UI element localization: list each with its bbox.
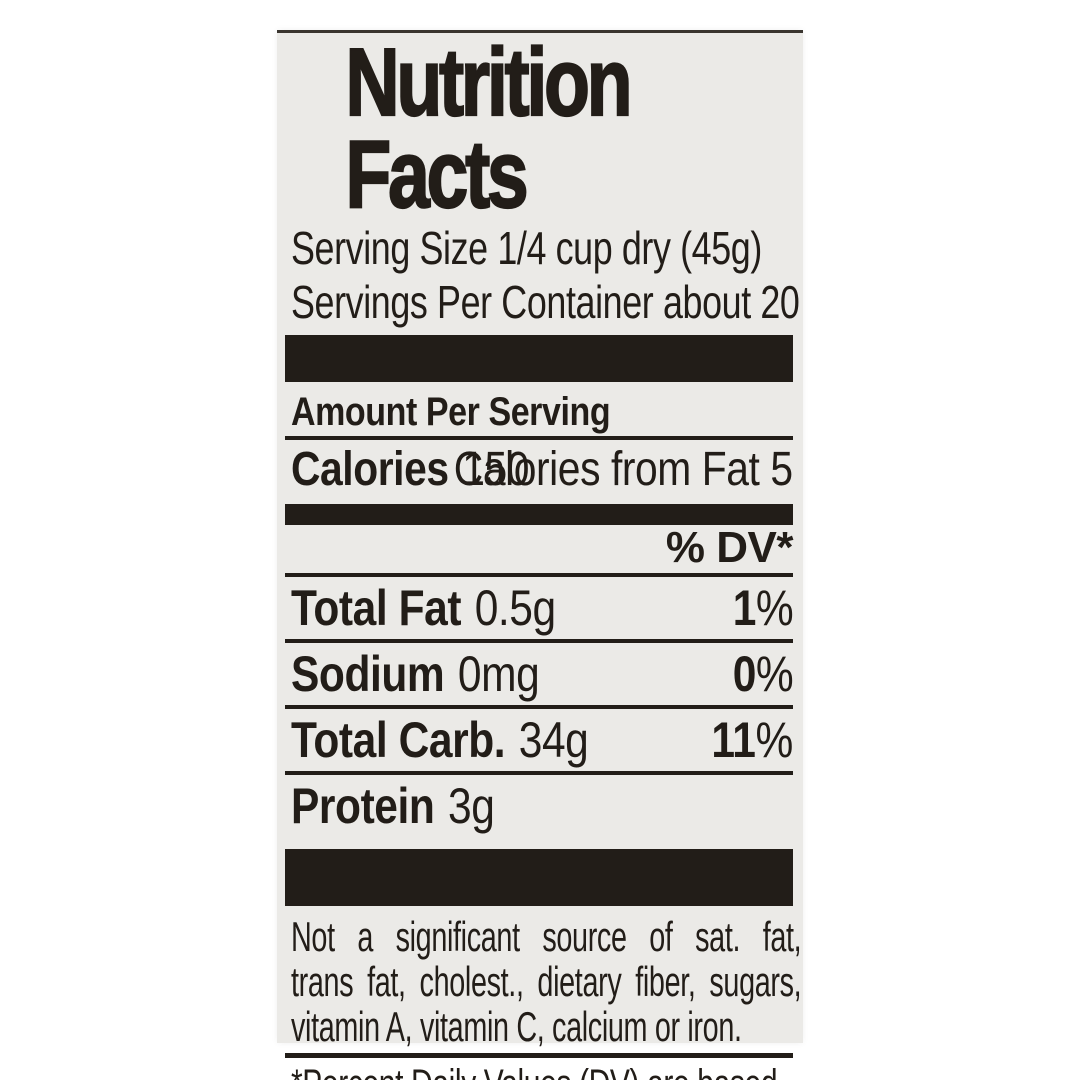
footnote-line: *Percent Daily Values (DV) are based <box>291 1062 778 1080</box>
label-title: Nutrition Facts <box>345 29 634 228</box>
nutrient-name: Protein <box>291 778 435 834</box>
nutrient-row-protein: Protein 3g <box>291 777 793 835</box>
calories-row: Calories 150 Calories from Fat 5 <box>291 442 793 498</box>
disclaimer-line: Not a significant source of sat. fat, <box>291 913 802 960</box>
calories-amount: Calories 150 <box>291 442 529 498</box>
nutrient-dv: 11% <box>711 712 794 768</box>
servings-per-container-line: Servings Per Container about 20 <box>291 275 803 329</box>
daily-value-header: % DV* <box>665 523 794 572</box>
nutrient-amount: 3g <box>448 778 495 834</box>
divider <box>285 771 793 775</box>
serving-size-line: Serving Size 1/4 cup dry (45g) <box>291 221 803 275</box>
daily-values-footnote: *Percent Daily Values (DV) are based on … <box>291 1062 803 1080</box>
nutrient-row-sodium: Sodium 0mg 0% <box>291 645 793 703</box>
nutrition-facts-label: Nutrition Facts Serving Size 1/4 cup dry… <box>277 29 803 1080</box>
disclaimer-line: trans fat, cholest., dietary fiber, suga… <box>291 958 802 1005</box>
calories-from-fat: Calories from Fat 5 <box>454 443 793 496</box>
servings-per-container-text: Servings Per Container about 20 <box>291 276 800 328</box>
divider <box>285 705 793 709</box>
divider <box>285 639 793 643</box>
divider <box>285 573 793 577</box>
separator-bar-thick-bottom <box>285 849 793 906</box>
nutrient-name: Sodium <box>291 646 445 702</box>
nutrient-name-amount: Total Fat 0.5g <box>291 579 556 637</box>
nutrient-name-amount: Sodium 0mg <box>291 645 540 703</box>
nutrient-dv: 0% <box>732 646 793 702</box>
not-significant-disclaimer: Not a significant source of sat. fat, tr… <box>291 913 802 1050</box>
amount-per-serving-heading: Amount Per Serving <box>291 390 611 434</box>
nutrient-row-total-carb: Total Carb. 34g 11% <box>291 711 793 769</box>
nutrient-name: Total Fat <box>291 580 462 636</box>
separator-bar-thick-top <box>285 335 793 382</box>
calories-label: Calories <box>291 443 449 496</box>
divider-heavy <box>285 1053 793 1058</box>
separator-bar-medium <box>285 504 793 525</box>
nutrient-name: Total Carb. <box>291 712 506 768</box>
nutrient-dv: 1% <box>732 580 793 636</box>
divider <box>285 436 793 440</box>
disclaimer-line: vitamin A, vitamin C, calcium or iron. <box>291 1003 742 1050</box>
nutrient-amount: 0mg <box>457 646 540 702</box>
calories-value: 150 <box>462 443 530 496</box>
nutrient-row-total-fat: Total Fat 0.5g 1% <box>291 579 793 637</box>
nutrient-amount: 0.5g <box>474 580 556 636</box>
nutrient-name-amount: Total Carb. 34g <box>291 711 589 769</box>
serving-size-text: Serving Size 1/4 cup dry (45g) <box>291 222 762 274</box>
nutrient-name-amount: Protein 3g <box>291 777 495 835</box>
nutrient-amount: 34g <box>518 712 589 768</box>
